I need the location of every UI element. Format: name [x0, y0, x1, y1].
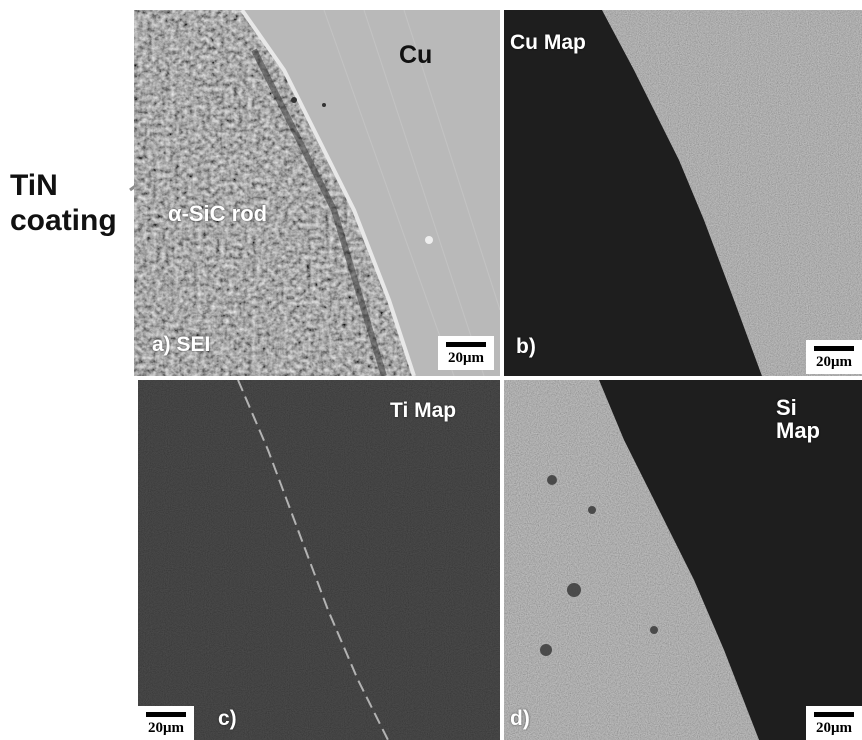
tin-coating-label: TiN coating: [10, 168, 117, 239]
panel-d-si-map: Si Map d) 20μm: [504, 380, 862, 740]
si-map-title-line1: Si: [776, 395, 797, 420]
scale-bar-text: 20μm: [448, 350, 484, 366]
scale-bar-line: [446, 342, 486, 347]
panel-a-sem-image: Cu α-SiC rod a) SEI 20μm: [134, 10, 500, 376]
scale-bar-line: [146, 712, 186, 717]
panel-d-caption: d): [510, 707, 530, 730]
cu-elemental-map: [504, 10, 862, 376]
tin-coating-label-line1: TiN: [10, 169, 58, 202]
panel-a-caption: a) SEI: [152, 333, 211, 356]
panel-c-scale-bar: 20μm: [138, 706, 194, 740]
sem-micrograph: [134, 10, 500, 376]
cu-map-title: Cu Map: [510, 31, 586, 54]
panel-d-scale-bar: 20μm: [806, 706, 862, 740]
scale-bar-line: [814, 712, 854, 717]
ti-elemental-map: [138, 380, 500, 740]
panel-c-caption: c): [218, 707, 237, 730]
scale-bar-text: 20μm: [148, 720, 184, 736]
si-map-title: Si Map: [776, 396, 820, 442]
sic-rod-label: α-SiC rod: [168, 201, 268, 226]
si-elemental-map: [504, 380, 862, 740]
scale-bar-line: [814, 346, 854, 351]
scale-bar-text: 20μm: [816, 720, 852, 736]
panel-b-caption: b): [516, 335, 536, 358]
panel-b-scale-bar: 20μm: [806, 340, 862, 374]
scale-bar-text: 20μm: [816, 354, 852, 370]
tin-coating-label-line2: coating: [10, 204, 117, 238]
cu-region-label: Cu: [399, 41, 433, 69]
panel-b-cu-map: Cu Map b) 20μm: [504, 10, 862, 376]
si-map-title-line2: Map: [776, 418, 820, 444]
ti-map-title: Ti Map: [390, 399, 457, 422]
panel-a-scale-bar: 20μm: [438, 336, 494, 370]
panel-c-ti-map: Ti Map c) 20μm: [138, 380, 500, 740]
